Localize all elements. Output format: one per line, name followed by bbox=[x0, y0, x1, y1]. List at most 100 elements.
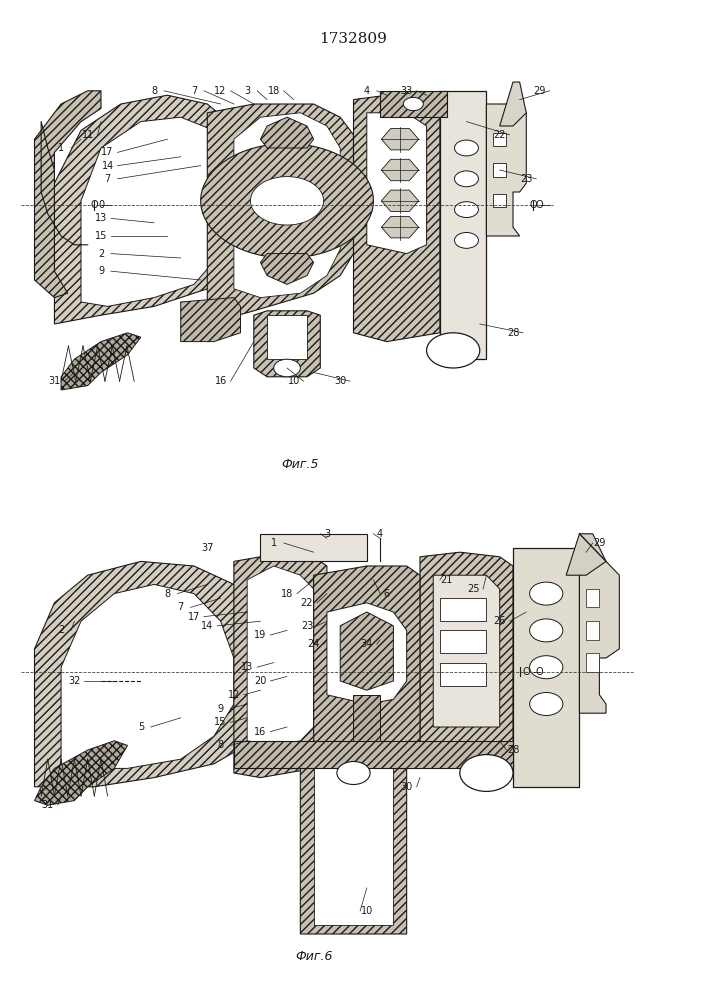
Text: 14: 14 bbox=[102, 161, 114, 171]
Text: Фиг.6: Фиг.6 bbox=[295, 950, 332, 964]
Polygon shape bbox=[61, 584, 234, 768]
Polygon shape bbox=[381, 217, 419, 238]
Text: 7: 7 bbox=[105, 174, 111, 184]
Polygon shape bbox=[247, 566, 314, 745]
Polygon shape bbox=[250, 177, 324, 225]
Polygon shape bbox=[81, 117, 234, 306]
Text: 8: 8 bbox=[151, 86, 157, 96]
Text: 34: 34 bbox=[361, 639, 373, 649]
Text: 18: 18 bbox=[268, 86, 280, 96]
Bar bbox=[493, 163, 506, 177]
Text: 1732809: 1732809 bbox=[320, 32, 387, 46]
Text: 28: 28 bbox=[507, 328, 519, 338]
Text: 17: 17 bbox=[101, 147, 114, 157]
Text: 4: 4 bbox=[377, 529, 383, 539]
Bar bbox=[493, 133, 506, 146]
Text: O: O bbox=[536, 200, 544, 210]
Bar bbox=[440, 663, 486, 686]
Circle shape bbox=[530, 582, 563, 605]
Circle shape bbox=[337, 762, 370, 784]
Polygon shape bbox=[433, 575, 500, 727]
Text: 19: 19 bbox=[255, 630, 267, 640]
Text: 4: 4 bbox=[363, 86, 370, 96]
Text: 29: 29 bbox=[533, 86, 546, 96]
Bar bbox=[586, 589, 600, 607]
Polygon shape bbox=[234, 192, 340, 298]
Bar bbox=[440, 598, 486, 621]
Polygon shape bbox=[54, 95, 254, 324]
Text: 6: 6 bbox=[384, 589, 390, 599]
Polygon shape bbox=[367, 113, 426, 254]
Text: 12: 12 bbox=[228, 690, 240, 700]
Text: 25: 25 bbox=[467, 584, 479, 594]
Text: 16: 16 bbox=[214, 376, 227, 386]
Text: 23: 23 bbox=[520, 174, 532, 184]
Text: 8: 8 bbox=[218, 740, 223, 750]
Polygon shape bbox=[380, 91, 447, 117]
Text: 29: 29 bbox=[593, 538, 606, 548]
Text: O: O bbox=[90, 200, 98, 210]
Polygon shape bbox=[500, 82, 526, 126]
Text: 17: 17 bbox=[188, 612, 200, 622]
Text: 30: 30 bbox=[334, 376, 346, 386]
Polygon shape bbox=[234, 113, 340, 227]
Text: 7: 7 bbox=[177, 602, 184, 612]
Text: 1: 1 bbox=[58, 143, 64, 153]
Text: 9: 9 bbox=[98, 266, 104, 276]
Polygon shape bbox=[61, 333, 141, 390]
Text: 21: 21 bbox=[440, 575, 452, 585]
Text: O: O bbox=[522, 667, 530, 677]
Text: 10: 10 bbox=[361, 906, 373, 916]
Polygon shape bbox=[513, 548, 580, 787]
Polygon shape bbox=[35, 91, 101, 298]
Polygon shape bbox=[260, 117, 314, 148]
Polygon shape bbox=[234, 557, 327, 778]
Text: 2: 2 bbox=[58, 625, 64, 635]
Text: 5: 5 bbox=[138, 722, 144, 732]
Circle shape bbox=[403, 97, 423, 111]
Text: 9: 9 bbox=[218, 704, 223, 714]
Polygon shape bbox=[201, 144, 373, 258]
Circle shape bbox=[455, 202, 479, 218]
Text: 15: 15 bbox=[214, 717, 227, 727]
Polygon shape bbox=[566, 534, 606, 575]
Text: 10: 10 bbox=[288, 376, 300, 386]
Polygon shape bbox=[354, 95, 440, 342]
Polygon shape bbox=[314, 566, 420, 750]
Polygon shape bbox=[35, 741, 127, 805]
Bar bbox=[493, 194, 506, 207]
Text: 31: 31 bbox=[48, 376, 61, 386]
Text: 22: 22 bbox=[300, 598, 313, 608]
Text: 16: 16 bbox=[255, 727, 267, 737]
Polygon shape bbox=[260, 254, 314, 284]
Polygon shape bbox=[354, 695, 380, 741]
Bar bbox=[440, 630, 486, 653]
Circle shape bbox=[426, 333, 480, 368]
Circle shape bbox=[530, 656, 563, 679]
Text: 7: 7 bbox=[191, 86, 197, 96]
Text: 23: 23 bbox=[300, 621, 313, 631]
Polygon shape bbox=[300, 745, 407, 934]
Circle shape bbox=[274, 359, 300, 377]
Bar bbox=[586, 653, 600, 672]
Text: Фиг.5: Фиг.5 bbox=[281, 458, 319, 471]
Polygon shape bbox=[254, 311, 320, 377]
Text: 13: 13 bbox=[95, 213, 107, 223]
Polygon shape bbox=[440, 91, 486, 359]
Text: 3: 3 bbox=[244, 86, 250, 96]
Text: 22: 22 bbox=[493, 130, 506, 140]
Polygon shape bbox=[314, 750, 393, 925]
Text: 30: 30 bbox=[401, 782, 413, 792]
Circle shape bbox=[455, 171, 479, 187]
Polygon shape bbox=[260, 534, 367, 561]
Text: 15: 15 bbox=[95, 231, 107, 241]
Text: 1: 1 bbox=[271, 538, 277, 548]
Text: O: O bbox=[529, 200, 537, 210]
Text: 14: 14 bbox=[201, 621, 214, 631]
Polygon shape bbox=[181, 298, 240, 342]
Text: 31: 31 bbox=[42, 800, 54, 810]
Text: 26: 26 bbox=[493, 616, 506, 626]
Polygon shape bbox=[381, 190, 419, 211]
Text: O: O bbox=[536, 667, 544, 677]
Text: 11: 11 bbox=[81, 130, 94, 140]
